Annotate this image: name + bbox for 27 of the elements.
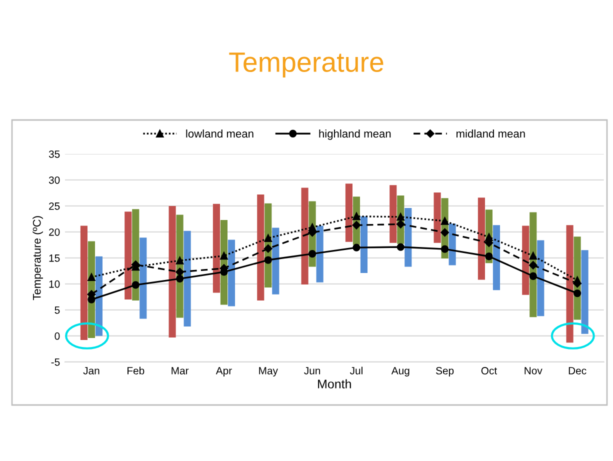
legend-label: lowland mean — [186, 129, 254, 138]
y-tick-label: 0 — [54, 332, 60, 340]
y-tick-label: 20 — [49, 228, 60, 236]
y-tick-label: 30 — [48, 176, 60, 184]
x-tick-label: Feb — [128, 366, 144, 374]
chart-title: Temperature — [229, 52, 384, 78]
x-tick-label: Mar — [172, 367, 189, 374]
y-tick-label: -5 — [51, 358, 60, 366]
x-tick-label: Sep — [436, 367, 454, 376]
y-tick-label: 15 — [49, 254, 60, 262]
x-tick-label: Jul — [350, 366, 362, 374]
y-tick-label: 35 — [48, 150, 60, 158]
y-tick-label: 10 — [49, 280, 60, 288]
x-axis-title: Month — [318, 379, 351, 388]
legend-label: midland mean — [456, 129, 525, 138]
y-tick-label: 25 — [49, 202, 60, 210]
x-tick-label: Jun — [304, 367, 320, 374]
x-tick-label: Dec — [568, 367, 586, 374]
x-tick-label: Apr — [216, 367, 232, 376]
legend-label: highland mean — [319, 129, 391, 140]
y-axis-title: Temperature (ºC) — [32, 216, 43, 300]
x-tick-label: Nov — [524, 367, 542, 374]
y-tick-label: 5 — [54, 306, 60, 314]
x-tick-label: Aug — [391, 367, 410, 376]
x-tick-label: Oct — [481, 367, 497, 374]
x-tick-label: May — [259, 367, 278, 376]
x-tick-label: Jan — [83, 367, 100, 374]
